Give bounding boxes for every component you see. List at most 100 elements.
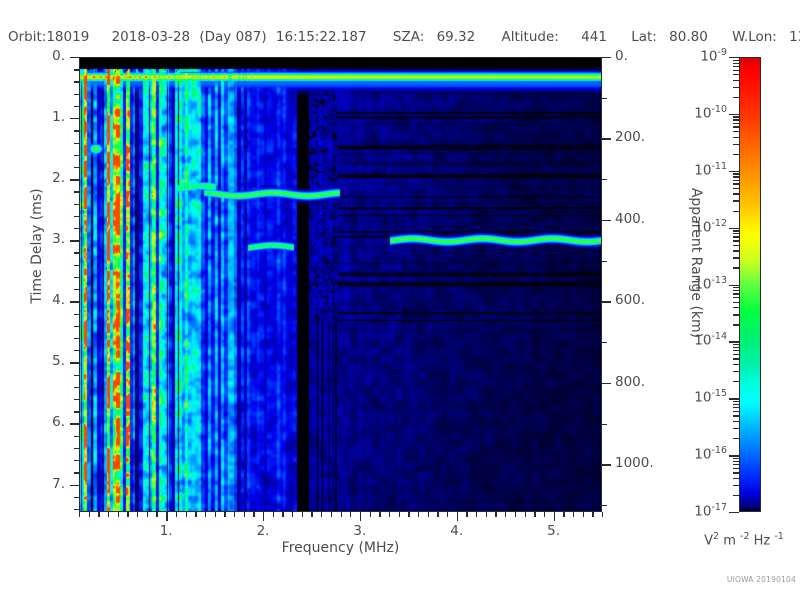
colorbar-minor-tick [733, 463, 739, 466]
watermark-credit: UIOWA 20190104 [726, 575, 796, 584]
axis-tick [602, 512, 604, 517]
colorbar-tick-label: 10-10 [694, 103, 727, 122]
axis-tick [272, 512, 274, 517]
colorbar-minor-tick [733, 297, 739, 299]
colorbar-tick-label: 10-9 [700, 47, 727, 65]
colorbar-minor-tick [733, 183, 739, 185]
axis-tick [74, 130, 79, 132]
axis-tick [330, 512, 333, 517]
colorbar-minor-tick [733, 240, 739, 242]
axis-tick [98, 512, 100, 517]
axis-tick [602, 464, 611, 466]
units-m: m [719, 533, 741, 549]
x-axis-tick-label: 3. [353, 523, 367, 539]
axis-tick [340, 512, 342, 517]
axis-tick [437, 512, 439, 517]
colorbar-major-tick [729, 398, 739, 400]
colorbar-tick-label: 10-17 [694, 502, 727, 520]
axis-tick [602, 382, 611, 385]
colorbar-major-tick [729, 512, 739, 514]
colorbar-minor-tick [733, 438, 739, 440]
axis-tick [74, 411, 79, 413]
axis-tick [602, 301, 611, 303]
axis-tick [74, 337, 79, 340]
colorbar-minor-tick [733, 230, 739, 232]
colorbar-minor-tick [733, 307, 739, 309]
colorbar-minor-tick [733, 420, 739, 423]
colorbar-tick-label: 10-13 [694, 274, 727, 293]
colorbar-minor-tick [733, 193, 739, 195]
colorbar-minor-tick [733, 343, 739, 346]
axis-tick [408, 512, 410, 517]
axis-tick [524, 512, 526, 517]
axis-tick [74, 228, 79, 230]
colorbar-major-tick [729, 170, 739, 173]
observation-time: 16:15:22.187 [275, 29, 367, 45]
lat-key: Lat: [631, 29, 657, 45]
axis-tick [602, 260, 607, 262]
y2-axis-tick-label: 1000. [615, 455, 654, 472]
x-axis-tick-label: 1. [159, 523, 173, 539]
colorbar-minor-tick [733, 358, 739, 360]
altitude-value: 441 [581, 29, 607, 45]
colorbar-minor-tick [733, 457, 739, 460]
axis-tick [74, 325, 79, 328]
axis-tick [388, 512, 391, 517]
axis-tick [74, 81, 79, 83]
sza-key: SZA: [392, 29, 425, 45]
axis-tick [602, 219, 611, 222]
colorbar-minor-tick [733, 371, 739, 373]
observation-date: 2018-03-28 [111, 29, 191, 45]
colorbar-minor-tick [733, 250, 739, 252]
axis-tick [263, 512, 265, 521]
axis-tick [70, 301, 79, 303]
axis-tick [505, 512, 507, 517]
colorbar-minor-tick [733, 173, 739, 175]
y-axis-title: Time Delay (ms) [29, 188, 45, 304]
axis-tick [74, 399, 79, 401]
colorbar-minor-tick [733, 96, 739, 99]
colorbar-minor-tick [733, 122, 739, 124]
colorbar-minor-tick [733, 116, 739, 118]
colorbar-tick-label: 10-16 [694, 445, 727, 463]
units-v: V [704, 533, 714, 549]
axis-tick [74, 215, 79, 218]
colorbar-minor-tick [733, 293, 739, 295]
altitude-key: Altitude: [501, 29, 559, 45]
axis-tick [301, 512, 304, 517]
axis-tick [204, 512, 207, 517]
axis-tick [447, 512, 449, 517]
axis-tick [495, 512, 497, 517]
axis-tick [74, 496, 79, 499]
colorbar-major-tick [729, 57, 739, 59]
axis-tick [602, 179, 607, 181]
axis-tick [292, 512, 294, 517]
y-axis-tick-label: 2. [52, 170, 65, 187]
axis-tick [74, 435, 79, 437]
units-hz-exp: -1 [774, 531, 784, 542]
colorbar-minor-tick [733, 236, 739, 238]
axis-tick [427, 512, 429, 517]
axis-tick [79, 512, 81, 517]
colorbar-minor-tick [733, 364, 739, 366]
axis-tick [253, 512, 255, 517]
colorbar-tick-label: 10-15 [694, 388, 727, 406]
axis-tick [74, 264, 79, 266]
units-m-exp: -2 [740, 531, 750, 542]
colorbar-minor-tick [733, 350, 739, 352]
colorbar-minor-tick [733, 65, 739, 68]
colorbar-minor-tick [733, 415, 739, 417]
axis-tick [74, 472, 79, 474]
colorbar-minor-tick [733, 176, 739, 178]
axis-tick [74, 166, 79, 169]
colorbar-minor-tick [733, 233, 739, 235]
orbit-key: Orbit: [8, 29, 47, 45]
colorbar-tick-label: 10-14 [694, 331, 727, 349]
axis-tick [74, 447, 79, 450]
colorbar-minor-tick [733, 290, 739, 292]
y2-axis-title: Apparent Range (km) [688, 187, 704, 339]
axis-tick [70, 179, 79, 181]
axis-tick [582, 512, 584, 517]
axis-tick [166, 512, 168, 521]
axis-tick [398, 512, 400, 517]
